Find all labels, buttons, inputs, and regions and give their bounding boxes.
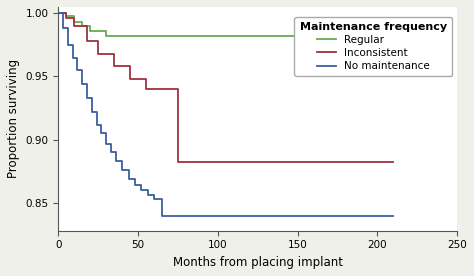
- Y-axis label: Proportion surviving: Proportion surviving: [7, 59, 20, 178]
- X-axis label: Months from placing implant: Months from placing implant: [173, 256, 343, 269]
- Legend: Regular, Inconsistent, No maintenance: Regular, Inconsistent, No maintenance: [294, 17, 452, 76]
